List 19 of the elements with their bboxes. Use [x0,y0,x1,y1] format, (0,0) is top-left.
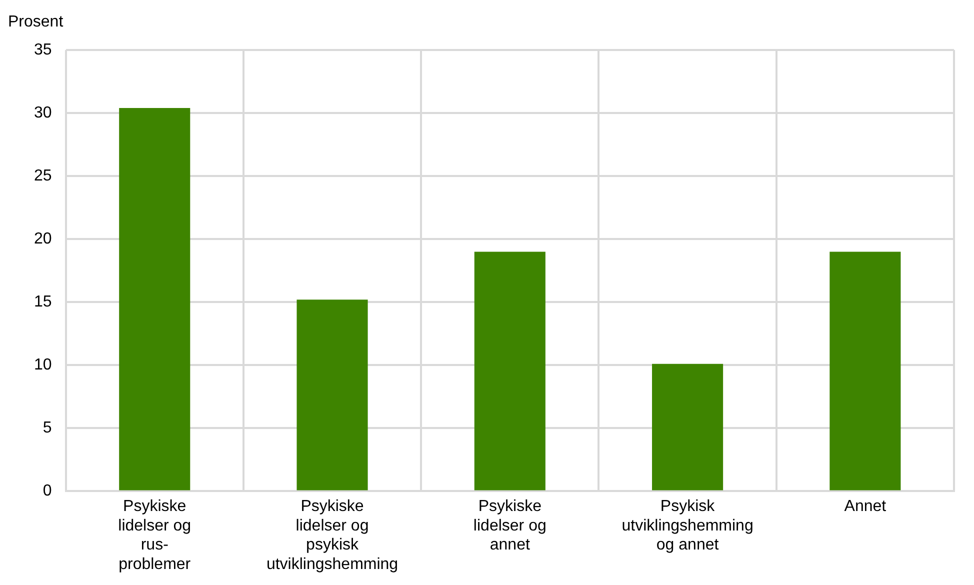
bar [296,300,368,490]
bar [474,252,546,490]
y-tick-label: 20 [34,230,52,248]
bar [652,364,724,490]
y-tick-label: 5 [42,420,52,437]
x-tick-label: Psykiske lidelser og rus-problemer [118,498,192,573]
y-tick-label: 0 [42,482,52,500]
y-tick-label: 25 [34,167,52,184]
bar [119,108,190,490]
y-tick-label: 30 [34,104,52,122]
x-tick-label: Psykisk utviklingshemming og annet [622,498,754,554]
y-axis-title: Prosent [8,13,64,30]
bar [830,252,901,490]
x-tick-label: Psykiske lidelser og psykisk utviklingshemming [266,498,398,573]
y-tick-label: 10 [34,356,52,374]
y-tick-label: 15 [34,294,52,311]
x-tick-label: Psykiske lidelser og annet [473,498,546,554]
x-tick-label: Annet [844,498,887,516]
y-tick-label: 35 [34,41,52,58]
